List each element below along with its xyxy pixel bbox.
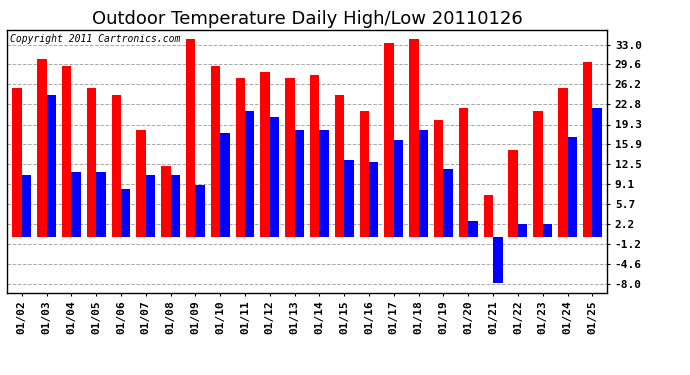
Bar <box>369 162 379 237</box>
Bar <box>444 169 453 237</box>
Bar <box>285 78 295 237</box>
Bar <box>112 95 121 237</box>
Bar <box>220 133 230 237</box>
Bar <box>419 130 428 237</box>
Bar <box>583 62 592 237</box>
Bar <box>567 137 577 237</box>
Bar <box>359 111 369 237</box>
Bar <box>319 130 329 237</box>
Bar <box>592 108 602 237</box>
Bar <box>62 66 71 237</box>
Bar <box>211 66 220 237</box>
Bar <box>87 88 96 237</box>
Bar <box>146 175 155 237</box>
Bar <box>186 39 195 237</box>
Bar <box>295 130 304 237</box>
Bar <box>47 95 56 237</box>
Bar <box>518 224 527 237</box>
Bar <box>121 189 130 237</box>
Bar <box>459 108 469 237</box>
Bar <box>12 88 22 237</box>
Bar <box>71 172 81 237</box>
Bar <box>484 195 493 237</box>
Bar <box>270 117 279 237</box>
Bar <box>310 75 319 237</box>
Bar <box>533 111 543 237</box>
Bar <box>245 111 255 237</box>
Bar <box>235 78 245 237</box>
Bar <box>558 88 567 237</box>
Bar <box>344 159 354 237</box>
Bar <box>195 185 205 237</box>
Bar <box>384 43 394 237</box>
Bar <box>493 237 502 283</box>
Bar <box>22 175 31 237</box>
Bar <box>161 166 170 237</box>
Title: Outdoor Temperature Daily High/Low 20110126: Outdoor Temperature Daily High/Low 20110… <box>92 10 522 28</box>
Bar <box>394 140 403 237</box>
Bar <box>434 120 444 237</box>
Bar <box>335 95 344 237</box>
Bar <box>137 130 146 237</box>
Bar <box>96 172 106 237</box>
Bar <box>509 150 518 237</box>
Bar <box>469 221 477 237</box>
Bar <box>37 58 47 237</box>
Text: Copyright 2011 Cartronics.com: Copyright 2011 Cartronics.com <box>10 34 180 44</box>
Bar <box>170 175 180 237</box>
Bar <box>260 72 270 237</box>
Bar <box>409 39 419 237</box>
Bar <box>543 224 552 237</box>
